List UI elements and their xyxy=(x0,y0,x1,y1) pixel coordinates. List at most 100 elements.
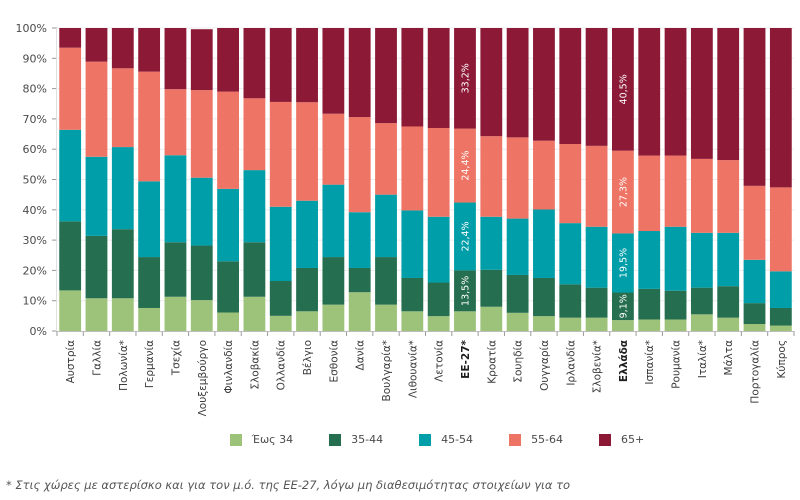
bar-segment xyxy=(348,117,371,213)
bar-segment xyxy=(375,257,397,305)
bar-segment xyxy=(401,311,424,331)
x-tick-label: Αυστρία xyxy=(65,340,77,383)
x-tick-label: Γαλλία xyxy=(91,340,103,376)
legend-item: Έως 34 xyxy=(156,433,293,446)
x-tick-label: Μάλτα xyxy=(723,340,735,376)
bar-segment xyxy=(717,317,740,331)
bar-segment xyxy=(375,194,397,258)
x-axis: Αυστρία Γαλλία Πολωνία* Γερμανία Τσεχία Λουξε… xyxy=(56,331,795,416)
bar-stack xyxy=(59,28,82,331)
x-tick-label: Ιταλία* xyxy=(697,340,709,378)
bar-segment xyxy=(664,28,687,156)
bar-segment xyxy=(638,288,661,320)
bar-segment xyxy=(269,28,292,102)
bar-segment xyxy=(85,61,108,157)
bars xyxy=(59,28,792,331)
bar-segment xyxy=(190,90,213,178)
legend-item: 65+ xyxy=(563,433,644,446)
bar-segment xyxy=(533,28,555,141)
legend-swatch xyxy=(599,433,612,446)
legend-swatch xyxy=(419,433,432,446)
x-tick-label: Ισπανία* xyxy=(644,340,656,385)
bar-segment xyxy=(769,271,792,308)
bar-segment xyxy=(717,28,740,161)
x-tick-label: Λουξεμβούργο xyxy=(197,340,209,416)
bar-segment xyxy=(138,28,161,72)
x-tick-label: Τσεχία xyxy=(170,340,182,376)
bar-stack xyxy=(348,28,371,331)
bar-segment xyxy=(559,284,582,318)
bar-segment xyxy=(454,128,476,203)
legend-item: 35-44 xyxy=(293,433,383,446)
bar-stack xyxy=(427,28,450,331)
bar-segment xyxy=(612,150,634,234)
y-tick-label: 80% xyxy=(23,83,47,96)
segment-value-label: 40,5% xyxy=(618,74,629,104)
bar-segment xyxy=(111,147,134,230)
bar-stack xyxy=(190,29,213,331)
x-tick-label: Γερμανία xyxy=(144,340,156,388)
bar-stack xyxy=(401,28,424,331)
bar-segment xyxy=(111,68,134,148)
bar-segment xyxy=(480,28,503,137)
bar-segment xyxy=(348,28,371,118)
x-tick-label: Δανία xyxy=(355,340,367,371)
bar-segment xyxy=(480,269,503,307)
bar-segment xyxy=(690,232,713,288)
segment-value-label: 13,5% xyxy=(460,276,471,306)
bar-segment xyxy=(533,140,555,210)
segment-value-label: 24,4% xyxy=(460,150,471,180)
segment-labels: 13,5% 22,4% 24,4% 33,2% 9,1% 19,5% 27,3% 40,5% xyxy=(460,63,629,318)
bar-segment xyxy=(375,28,397,124)
bar-segment xyxy=(454,270,476,312)
bar-segment xyxy=(85,28,108,62)
bar-stack xyxy=(743,28,766,331)
bar-segment xyxy=(664,155,687,227)
y-tick-label: 0% xyxy=(30,325,47,338)
legend-swatch xyxy=(329,433,342,446)
bar-segment xyxy=(322,113,345,185)
bar-segment xyxy=(480,216,503,270)
bar-segment xyxy=(401,126,424,211)
bar-segment xyxy=(59,129,82,222)
x-tick-label: Λετονία xyxy=(434,340,446,382)
bar-segment xyxy=(217,312,239,331)
bar-segment xyxy=(559,144,582,224)
bar-segment xyxy=(506,218,529,275)
bar-segment xyxy=(454,202,476,271)
bar-segment xyxy=(743,303,766,325)
bar-stack xyxy=(585,28,608,331)
segment-value-label: 27,3% xyxy=(618,177,629,207)
bar-segment xyxy=(164,296,187,331)
bar-segment xyxy=(769,325,792,331)
bar-segment xyxy=(243,242,266,297)
bar-segment xyxy=(743,28,766,186)
segment-value-label: 33,2% xyxy=(460,63,471,93)
y-tick-label: 50% xyxy=(23,174,47,187)
bar-segment xyxy=(690,287,713,315)
bar-segment xyxy=(375,304,397,331)
bar-segment xyxy=(164,155,187,243)
footnote: * Στις χώρες με αστερίσκο και για τον μ.… xyxy=(6,478,571,492)
y-tick-label: 20% xyxy=(23,264,47,277)
bar-segment xyxy=(243,28,266,99)
bar-segment xyxy=(585,226,608,288)
bar-segment xyxy=(769,307,792,326)
bar-segment xyxy=(743,259,766,304)
bar-segment xyxy=(269,101,292,207)
bar-segment xyxy=(190,29,213,91)
x-tick-label: Λιθουανία* xyxy=(407,340,419,398)
bar-segment xyxy=(585,317,608,331)
bar-segment xyxy=(690,158,713,233)
x-tick-label: Κροατία xyxy=(486,340,498,384)
bar-segment xyxy=(138,257,161,308)
bar-stack xyxy=(506,28,529,331)
bar-segment xyxy=(243,98,266,171)
bar-segment xyxy=(111,229,134,299)
bar-segment xyxy=(454,28,476,129)
legend-item: 45-54 xyxy=(383,433,473,446)
bar-segment xyxy=(322,304,345,331)
bar-segment xyxy=(612,28,634,151)
y-tick-label: 70% xyxy=(23,113,47,126)
bar-segment xyxy=(533,316,555,331)
